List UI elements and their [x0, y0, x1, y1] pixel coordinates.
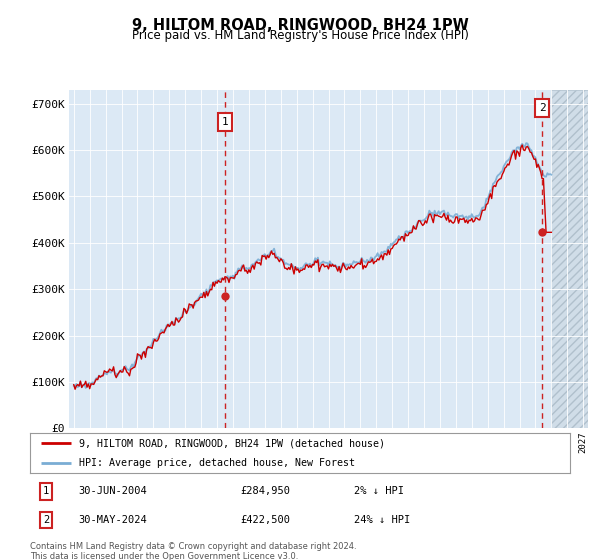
Text: £284,950: £284,950 [241, 487, 290, 496]
Text: 1: 1 [221, 117, 229, 127]
Text: 9, HILTOM ROAD, RINGWOOD, BH24 1PW (detached house): 9, HILTOM ROAD, RINGWOOD, BH24 1PW (deta… [79, 438, 385, 449]
Text: 9, HILTOM ROAD, RINGWOOD, BH24 1PW: 9, HILTOM ROAD, RINGWOOD, BH24 1PW [131, 18, 469, 33]
Text: 30-JUN-2004: 30-JUN-2004 [79, 487, 148, 496]
Text: Contains HM Land Registry data © Crown copyright and database right 2024.
This d: Contains HM Land Registry data © Crown c… [30, 542, 356, 560]
Text: 2% ↓ HPI: 2% ↓ HPI [354, 487, 404, 496]
Text: 2: 2 [43, 515, 49, 525]
Text: 2: 2 [539, 103, 545, 113]
Text: Price paid vs. HM Land Registry's House Price Index (HPI): Price paid vs. HM Land Registry's House … [131, 29, 469, 42]
Text: 30-MAY-2024: 30-MAY-2024 [79, 515, 148, 525]
Bar [551, 90, 588, 428]
Text: 1: 1 [43, 487, 49, 496]
Text: £422,500: £422,500 [241, 515, 290, 525]
Text: 24% ↓ HPI: 24% ↓ HPI [354, 515, 410, 525]
Text: HPI: Average price, detached house, New Forest: HPI: Average price, detached house, New … [79, 458, 355, 468]
